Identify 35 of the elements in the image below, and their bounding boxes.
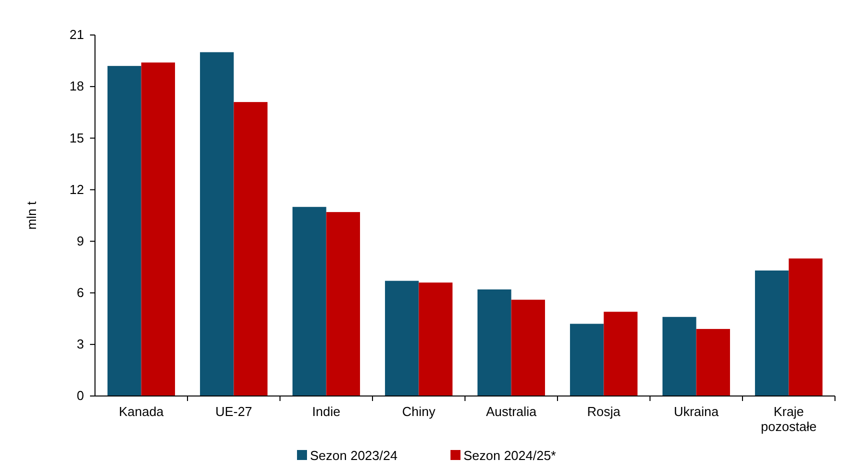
bar xyxy=(696,328,730,396)
x-tick-label: Rosja xyxy=(587,404,622,419)
y-tick-label: 18 xyxy=(70,78,84,94)
x-tick-label: Indie xyxy=(312,404,340,419)
bar xyxy=(326,212,360,396)
x-tick-label: Kanada xyxy=(118,404,164,419)
y-tick-label: 12 xyxy=(70,182,84,197)
bar xyxy=(511,300,546,396)
bar xyxy=(384,280,419,396)
x-tick-label: Australia xyxy=(486,404,538,419)
x-tick-label: UE-27 xyxy=(215,404,252,419)
x-tick-label: Kraje pozostałe xyxy=(760,404,817,434)
bar xyxy=(754,270,789,396)
y-tick-label: 15 xyxy=(70,130,84,146)
y-tick-label: 21 xyxy=(70,27,84,42)
y-tick-label: 9 xyxy=(76,233,84,248)
legend-label: Sezon 2023/24 xyxy=(310,448,398,463)
y-tick-label: 6 xyxy=(76,285,84,300)
y-tick-label: 0 xyxy=(76,388,84,404)
y-tick-label: 3 xyxy=(76,336,84,352)
bar xyxy=(604,312,638,396)
bar xyxy=(788,258,823,396)
bar xyxy=(141,62,176,396)
bar xyxy=(662,316,696,396)
bar xyxy=(234,102,268,396)
bar xyxy=(292,206,326,396)
y-axis-title: mln t xyxy=(24,201,39,230)
bar xyxy=(477,289,512,396)
bar xyxy=(200,52,234,396)
bar xyxy=(418,282,453,396)
x-tick-label: Ukraina xyxy=(674,404,720,419)
bar xyxy=(570,324,604,396)
legend-label: Sezon 2024/25* xyxy=(463,448,556,463)
x-tick-label: Chiny xyxy=(402,404,436,419)
bar xyxy=(107,66,142,396)
